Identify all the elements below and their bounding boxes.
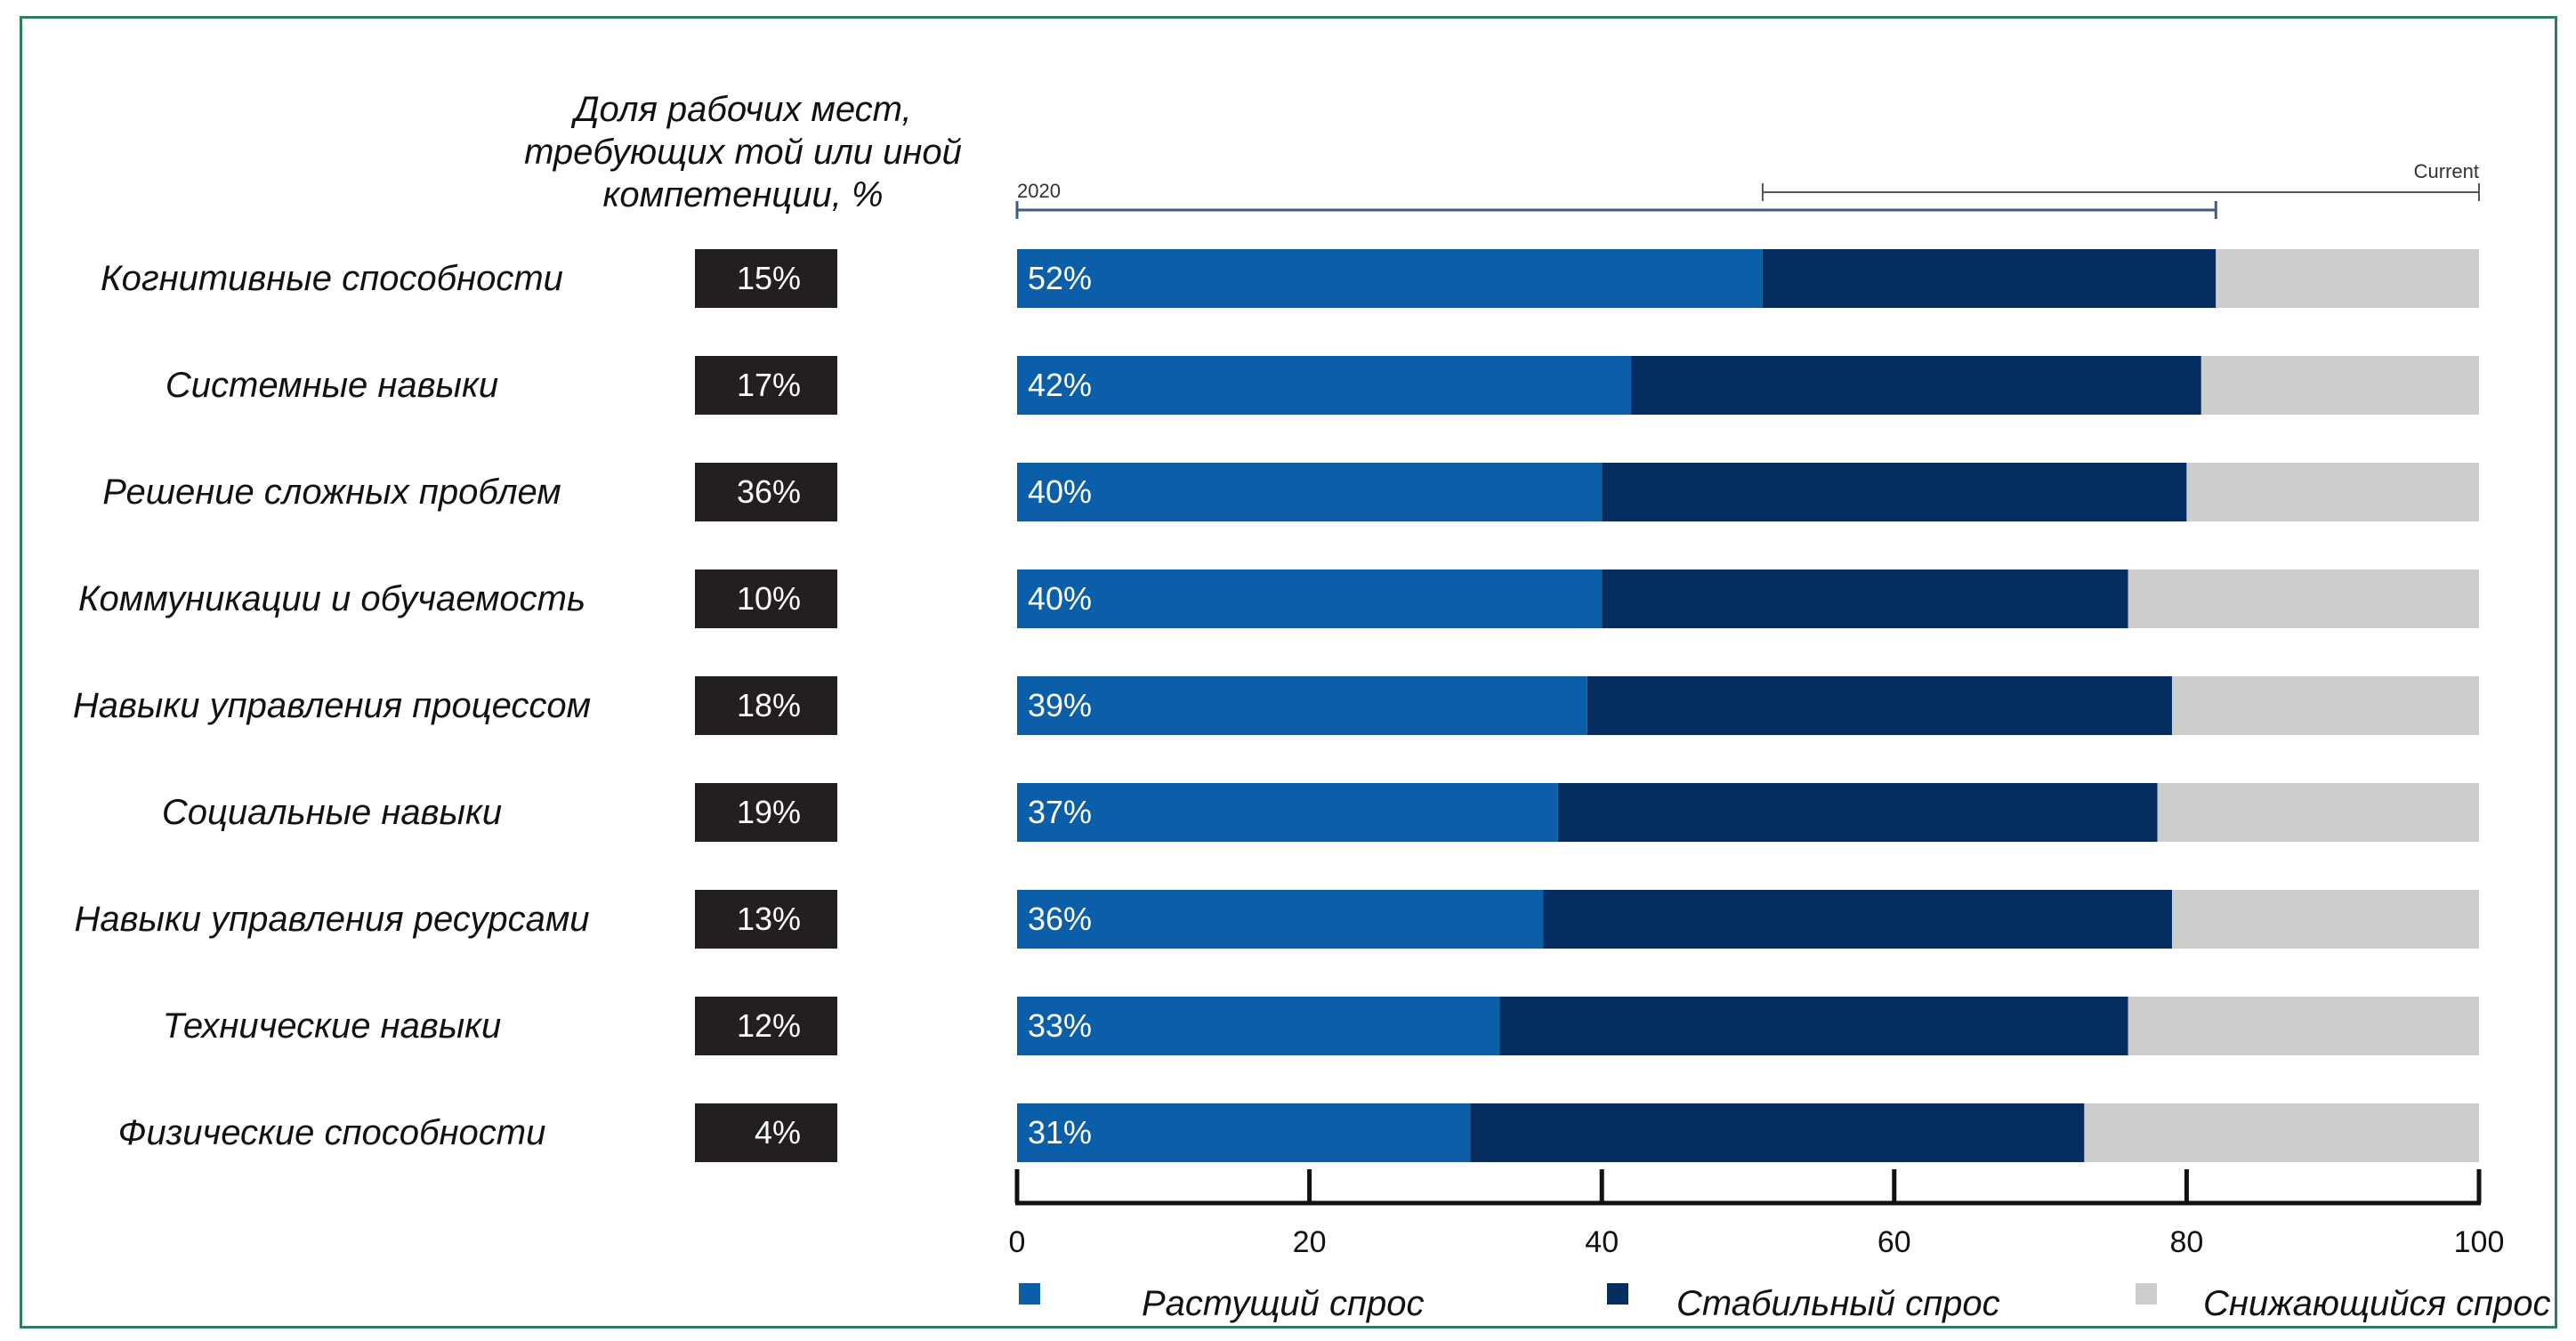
growing-value-label: 31%: [1028, 1114, 1092, 1151]
bar-segment-series-0: [1017, 783, 1558, 842]
x-tick-label: 20: [1293, 1225, 1327, 1259]
bar-segment-series-0: [1017, 249, 1763, 308]
share-box: [695, 249, 837, 308]
share-box: [695, 356, 837, 415]
chart-frame: [20, 16, 2557, 1329]
range-start-label: 2020: [1017, 180, 1061, 202]
legend-item: Стабильный спрос: [1607, 1283, 2000, 1323]
x-tick-label: 0: [1009, 1225, 1026, 1259]
category-label: Системные навыки: [166, 366, 498, 405]
bar-segment-series-2: [2216, 249, 2479, 308]
legend-swatch: [2136, 1283, 2157, 1305]
category-label: Когнитивные способности: [101, 259, 563, 298]
chart-row: Когнитивные способности 15% 52%: [101, 249, 2479, 308]
legend-swatch: [1019, 1283, 1040, 1305]
chart-row: Социальные навыки 19% 37%: [162, 783, 2479, 842]
bar-segment-series-2: [2186, 463, 2479, 521]
bar-segment-series-0: [1017, 997, 1500, 1055]
share-label: 36%: [737, 473, 801, 510]
share-label: 17%: [737, 367, 801, 403]
column-header-line-2: требующих той или иной: [524, 133, 962, 172]
legend-swatch: [1607, 1283, 1628, 1305]
share-label: 13%: [737, 901, 801, 937]
bar-segment-series-0: [1017, 463, 1603, 521]
chart-row: Физические способности 4% 31%: [118, 1103, 2479, 1162]
legend-label: Растущий спрос: [1142, 1284, 1425, 1323]
category-label: Навыки управления ресурсами: [74, 900, 589, 939]
bar-segment-series-1: [1631, 356, 2201, 415]
growing-value-label: 42%: [1028, 367, 1092, 403]
share-label: 18%: [737, 687, 801, 723]
legend-item: Снижающийся спрос: [2136, 1283, 2551, 1323]
x-tick-label: 80: [2169, 1225, 2203, 1259]
growing-value-label: 52%: [1028, 260, 1092, 296]
x-tick-label: 40: [1585, 1225, 1619, 1259]
bar-segment-series-2: [2157, 783, 2479, 842]
bar-segment-series-1: [1762, 249, 2217, 308]
growing-value-label: 37%: [1028, 794, 1092, 830]
bar-segment-series-2: [2201, 356, 2479, 415]
bar-segment-series-1: [1587, 676, 2172, 735]
bar-segment-series-1: [1602, 570, 2128, 628]
bar-segment-series-2: [2084, 1103, 2479, 1162]
growing-value-label: 33%: [1028, 1007, 1092, 1044]
x-tick-label: 100: [2454, 1225, 2505, 1259]
share-label: 10%: [737, 580, 801, 617]
chart-row: Технические навыки 12% 33%: [163, 997, 2479, 1055]
x-tick-label: 60: [1877, 1225, 1911, 1259]
bar-segment-series-0: [1017, 1103, 1471, 1162]
share-label: 15%: [737, 260, 801, 296]
legend-item: Растущий спрос: [1019, 1283, 1425, 1323]
bar-segment-series-0: [1017, 676, 1587, 735]
share-label: 19%: [737, 794, 801, 830]
category-label: Технические навыки: [163, 1006, 502, 1046]
category-label: Физические способности: [118, 1113, 546, 1152]
category-label: Социальные навыки: [162, 793, 502, 832]
bar-segment-series-1: [1499, 997, 2128, 1055]
category-label: Навыки управления процессом: [73, 686, 591, 725]
bar-segment-series-2: [2128, 997, 2479, 1055]
bar-segment-series-2: [2128, 570, 2479, 628]
range-markers: 2020 Current: [1015, 160, 2480, 219]
category-label: Коммуникации и обучаемость: [78, 579, 585, 618]
share-box: [695, 463, 837, 521]
legend-label: Стабильный спрос: [1676, 1284, 2000, 1323]
legend-label: Снижающийся спрос: [2203, 1284, 2551, 1323]
chart-row: Решение сложных проблем 36% 40%: [102, 463, 2479, 521]
share-label: 4%: [755, 1114, 801, 1151]
bar-segment-series-1: [1602, 463, 2187, 521]
share-box: [695, 783, 837, 842]
bar-segment-series-0: [1017, 570, 1603, 628]
bar-segment-series-1: [1470, 1103, 2085, 1162]
growing-value-label: 39%: [1028, 687, 1092, 723]
bar-segment-series-0: [1017, 890, 1544, 949]
share-label: 12%: [737, 1007, 801, 1044]
chart-row: Коммуникации и обучаемость 10% 40%: [78, 570, 2479, 628]
share-box: [695, 676, 837, 735]
legend: Растущий спрос Стабильный спрос Снижающийс…: [1019, 1283, 2551, 1323]
bar-segment-series-0: [1017, 356, 1632, 415]
bar-segment-series-1: [1543, 890, 2172, 949]
column-header: Доля рабочих мест, требующих той или ино…: [524, 90, 962, 214]
column-header-line-3: компетенции, %: [602, 175, 883, 214]
share-box: [695, 1103, 837, 1162]
category-label: Решение сложных проблем: [102, 473, 561, 512]
x-axis: 0 20 40 60 80 100: [1009, 1169, 2505, 1259]
share-box: [695, 570, 837, 628]
chart-rows: Когнитивные способности 15% 52% Системные н…: [73, 249, 2479, 1162]
growing-value-label: 40%: [1028, 580, 1092, 617]
column-header-line-1: Доля рабочих мест,: [570, 90, 911, 129]
share-box: [695, 997, 837, 1055]
bar-segment-series-1: [1557, 783, 2158, 842]
range-end-label: Current: [2414, 160, 2479, 182]
share-box: [695, 890, 837, 949]
bar-segment-series-2: [2171, 890, 2479, 949]
growing-value-label: 40%: [1028, 473, 1092, 510]
chart-row: Навыки управления процессом 18% 39%: [73, 676, 2479, 735]
chart-row: Навыки управления ресурсами 13% 36%: [74, 890, 2479, 949]
chart-row: Системные навыки 17% 42%: [166, 356, 2479, 415]
growing-value-label: 36%: [1028, 901, 1092, 937]
bar-segment-series-2: [2171, 676, 2479, 735]
